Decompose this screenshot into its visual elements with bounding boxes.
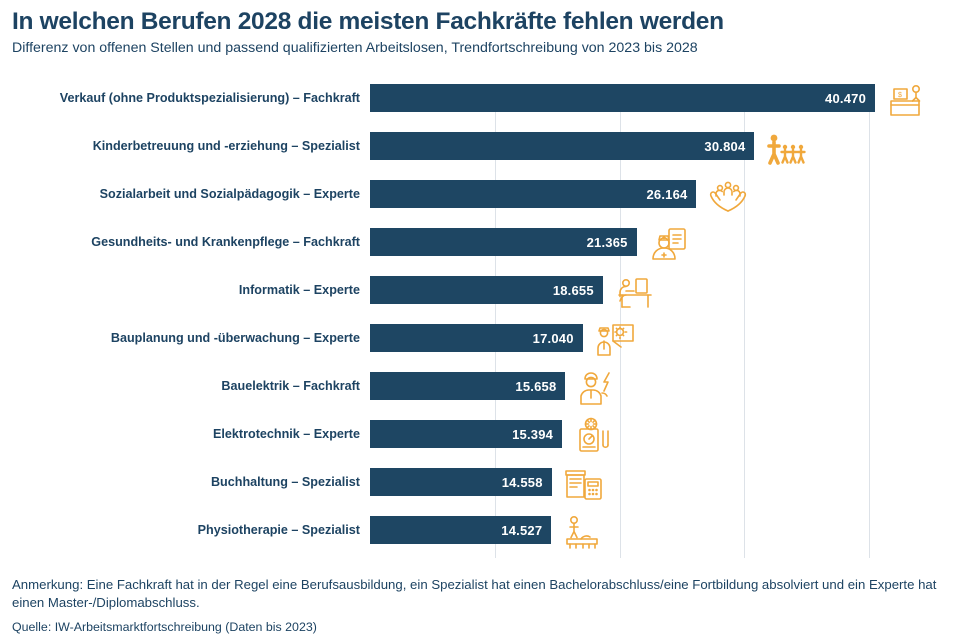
bar-category-label: Verkauf (ohne Produktspezialisierung) – … bbox=[59, 91, 360, 105]
bar-category-label: Bauelektrik – Fachkraft bbox=[221, 379, 360, 393]
bar-category-label: Informatik – Experte bbox=[238, 283, 360, 297]
bar-value-label: 14.558 bbox=[501, 474, 543, 490]
bar-row[interactable]: Physiotherapie – Spezialist 14.527 bbox=[0, 513, 960, 564]
person-at-computer-icon bbox=[613, 273, 657, 313]
bar-row[interactable]: Informatik – Experte 18.655 bbox=[0, 276, 960, 324]
bar-container[interactable]: 14.558 bbox=[370, 468, 552, 496]
source-text: Quelle: IW-Arbeitsmarktfortschreibung (D… bbox=[12, 620, 317, 635]
chart-footer: Anmerkung: Eine Fachkraft hat in der Reg… bbox=[12, 576, 948, 636]
bar-value-label: 40.470 bbox=[825, 90, 866, 106]
bar-container[interactable]: 40.470 bbox=[370, 84, 875, 112]
electrician-worker-icon bbox=[575, 369, 619, 409]
accounting-calculator-icon bbox=[562, 465, 606, 505]
bar-container[interactable]: 21.365 bbox=[370, 228, 637, 256]
bar-container[interactable]: 18.655 bbox=[370, 276, 603, 304]
bar-value-label: 15.394 bbox=[512, 426, 554, 442]
bar-category-label: Buchhaltung – Spezialist bbox=[210, 475, 360, 489]
bar-container[interactable]: 15.658 bbox=[370, 372, 566, 400]
bar-category-label: Gesundheits- und Krankenpflege – Fachkra… bbox=[91, 235, 360, 249]
hands-holding-people-icon bbox=[706, 177, 750, 217]
bar-category-label: Kinderbetreuung und -erziehung – Spezial… bbox=[92, 139, 360, 153]
family-children-icon bbox=[764, 129, 808, 169]
bar-value-label: 18.655 bbox=[552, 282, 594, 298]
bar-value-label: 30.804 bbox=[704, 138, 746, 154]
bar-row[interactable]: Bauelektrik – Fachkraft 15.658 bbox=[0, 372, 960, 420]
bar-container[interactable]: 17.040 bbox=[370, 324, 583, 352]
footnote-text: Anmerkung: Eine Fachkraft hat in der Reg… bbox=[12, 577, 937, 610]
bar-row[interactable]: Buchhaltung – Spezialist 14.558 bbox=[0, 468, 960, 516]
bar-value-label: 14.527 bbox=[501, 522, 543, 538]
bar-category-label: Physiotherapie – Spezialist bbox=[197, 523, 360, 537]
bar-value-label: 17.040 bbox=[532, 330, 574, 346]
svg-text:$: $ bbox=[898, 92, 902, 99]
bar-rows: Verkauf (ohne Produktspezialisierung) – … bbox=[0, 84, 960, 564]
physiotherapy-table-icon bbox=[561, 513, 605, 553]
bar-category-label: Sozialarbeit und Sozialpädagogik – Exper… bbox=[99, 187, 360, 201]
bar-row[interactable]: Bauplanung und -überwachung – Experte 17.… bbox=[0, 324, 960, 372]
bar-category-label: Elektrotechnik – Experte bbox=[213, 427, 360, 441]
bar-row[interactable]: Elektrotechnik – Experte 15.394 bbox=[0, 417, 960, 468]
bar[interactable]: 30.804 bbox=[370, 132, 755, 160]
bar[interactable]: 14.527 bbox=[370, 516, 552, 544]
engineer-presentation-icon bbox=[593, 321, 637, 361]
bar[interactable]: 17.040 bbox=[370, 324, 583, 352]
plot-area: Verkauf (ohne Produktspezialisierung) – … bbox=[0, 84, 960, 558]
cashier-register-icon: $ bbox=[885, 81, 929, 121]
bar-container[interactable]: 26.164 bbox=[370, 180, 697, 208]
bar[interactable]: 18.655 bbox=[370, 276, 603, 304]
bar-row[interactable]: Kinderbetreuung und -erziehung – Spezial… bbox=[0, 132, 960, 180]
bar-row[interactable]: Verkauf (ohne Produktspezialisierung) – … bbox=[0, 84, 960, 132]
bar-container[interactable]: 14.527 bbox=[370, 516, 552, 544]
chart-subtitle: Differenz von offenen Stellen und passen… bbox=[12, 40, 698, 57]
bar-value-label: 26.164 bbox=[646, 186, 688, 202]
bar-value-label: 15.658 bbox=[515, 378, 557, 394]
bar[interactable]: 15.394 bbox=[370, 420, 563, 448]
electrical-meter-icon bbox=[572, 417, 616, 457]
page-title: In welchen Berufen 2028 die meisten Fach… bbox=[12, 8, 724, 35]
bar-value-label: 21.365 bbox=[586, 234, 628, 250]
bar[interactable]: 21.365 bbox=[370, 228, 637, 256]
bar[interactable]: 26.164 bbox=[370, 180, 697, 208]
bar[interactable]: 14.558 bbox=[370, 468, 552, 496]
bar-container[interactable]: 15.394 bbox=[370, 420, 563, 448]
bar-row[interactable]: Gesundheits- und Krankenpflege – Fachkra… bbox=[0, 228, 960, 276]
bar[interactable]: 40.470 bbox=[370, 84, 875, 112]
chart-header: In welchen Berufen 2028 die meisten Fach… bbox=[12, 8, 948, 57]
nurse-clipboard-icon bbox=[647, 225, 691, 265]
bar-container[interactable]: 30.804 bbox=[370, 132, 755, 160]
bar-category-label: Bauplanung und -überwachung – Experte bbox=[110, 331, 360, 345]
bar-row[interactable]: Sozialarbeit und Sozialpädagogik – Exper… bbox=[0, 180, 960, 228]
bar[interactable]: 15.658 bbox=[370, 372, 566, 400]
